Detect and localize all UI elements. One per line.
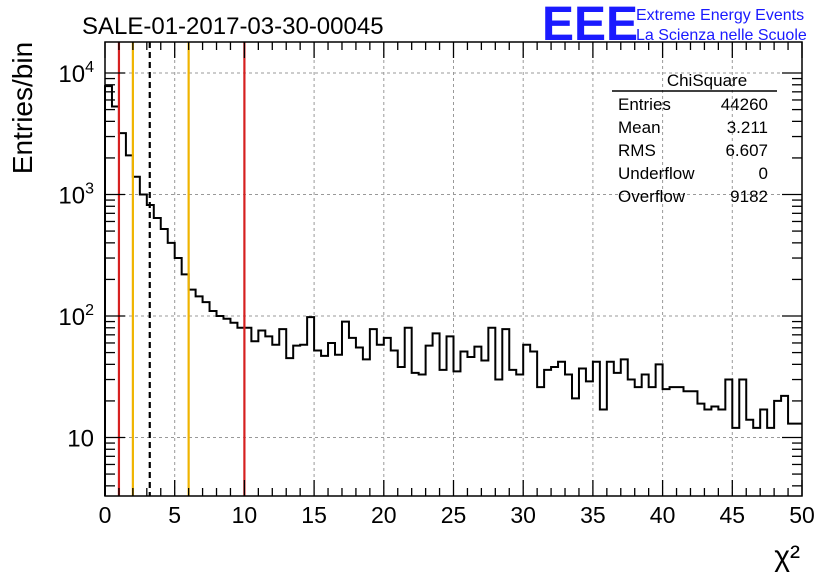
y-tick-label-3: 104 [58,59,94,88]
x-tick-label-3: 15 [301,502,327,528]
y-axis-label: Entries/bin [7,42,38,174]
x-tick-label-1: 5 [168,502,181,528]
chart-title: SALE-01-2017-03-30-00045 [82,13,384,40]
stats-label-rms: RMS [618,141,656,160]
logo-line-2: La Scienza nelle Scuole [636,27,807,44]
x-axis-label: χ² [774,540,800,572]
logo-line-1: Extreme Energy Events [636,7,804,24]
stats-label-entries: Entries [618,95,671,114]
x-tick-label-4: 20 [371,502,397,528]
x-tick-label-5: 25 [441,502,467,528]
stats-value-underflow: 0 [759,164,768,183]
histogram-outline [104,85,802,496]
stats-title: ChiSquare [667,71,747,90]
grid-lines [105,42,802,496]
eee-logo: EEE Extreme Energy Events La Scienza nel… [542,0,807,51]
stats-label-mean: Mean [618,118,661,137]
x-tick-label-9: 45 [720,502,746,528]
stats-value-mean: 3.211 [727,118,768,137]
x-tick-labels: 0 5 10 15 20 25 30 35 40 45 50 [99,502,815,528]
axis-ticks [104,42,803,496]
y-tick-label-2: 103 [58,181,94,210]
y-tick-label-1: 102 [58,302,94,331]
x-tick-label-2: 10 [232,502,258,528]
y-tick-label-0: 10 [67,426,94,453]
eee-logo-mark: EEE [542,0,638,51]
stats-value-entries: 44260 [721,95,768,114]
stats-value-rms: 6.607 [725,141,768,160]
x-tick-label-0: 0 [99,502,112,528]
x-tick-label-10: 50 [789,502,815,528]
stats-value-overflow: 9182 [730,187,768,206]
stats-label-underflow: Underflow [618,164,695,183]
x-tick-label-8: 40 [650,502,676,528]
vertical-marker-lines [117,42,246,496]
x-tick-label-7: 35 [580,502,606,528]
stats-label-overflow: Overflow [618,187,686,206]
y-tick-labels: 10 102 103 104 [58,59,94,452]
x-tick-label-6: 30 [510,502,536,528]
stats-box: ChiSquare Entries 44260 Mean 3.211 RMS 6… [612,71,777,206]
